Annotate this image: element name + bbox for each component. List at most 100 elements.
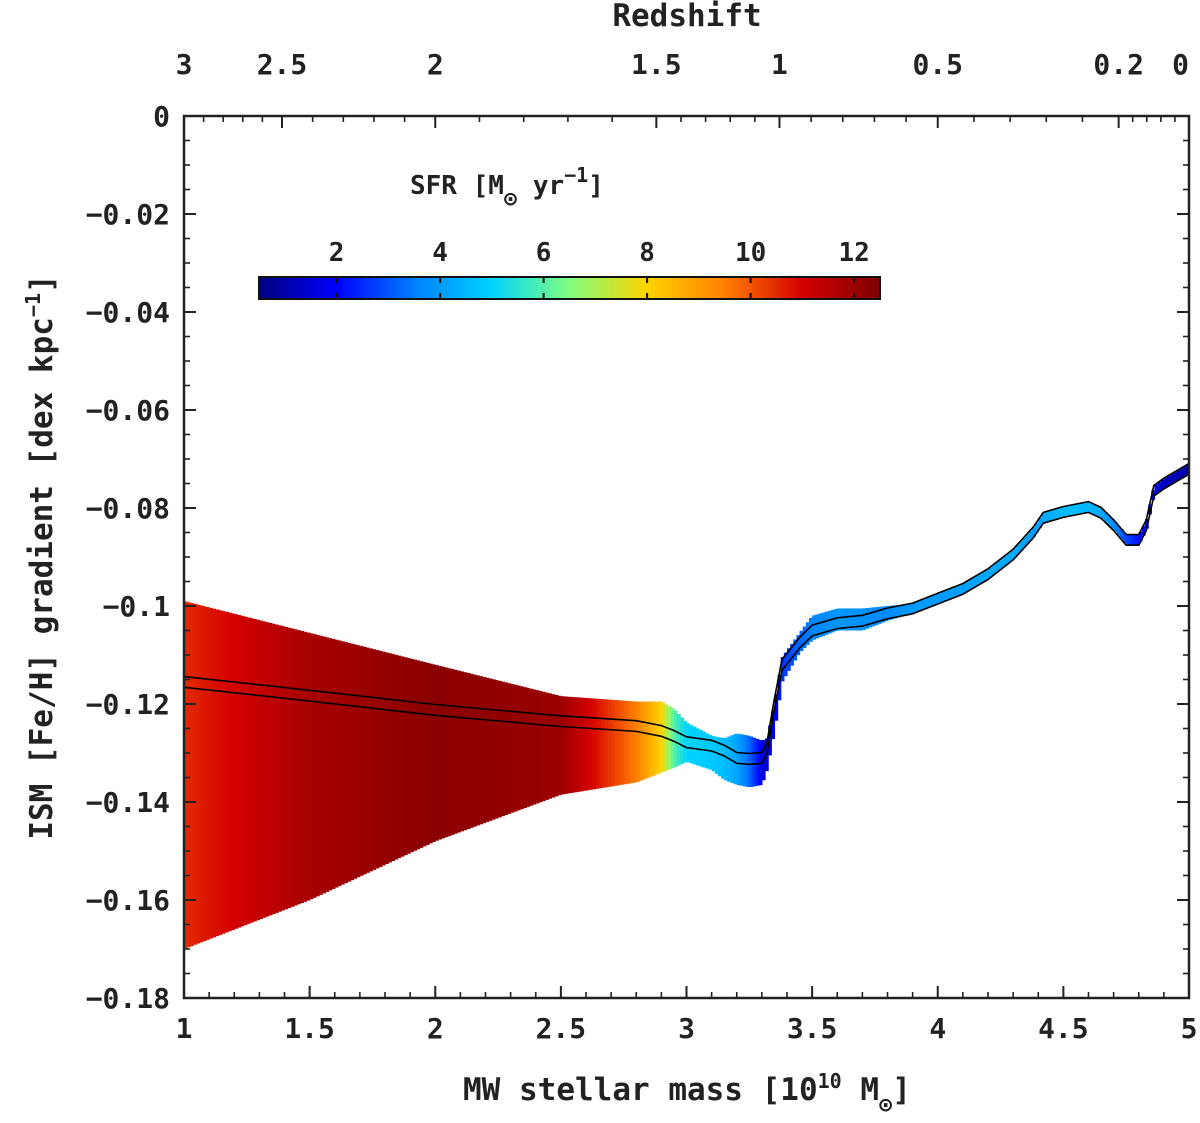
band-segment — [1031, 527, 1036, 537]
band-segment — [356, 645, 361, 878]
band-segment — [1170, 474, 1174, 484]
band-segment — [403, 657, 408, 856]
band-segment — [1132, 534, 1137, 545]
band-segment — [906, 604, 911, 615]
band-segment — [419, 661, 424, 848]
colorbar: SFR [M⊙ yr−1] 2 4 6 8 10 12 — [258, 163, 881, 300]
band-segment — [1079, 503, 1083, 514]
band-segment — [730, 735, 735, 784]
band-segment — [708, 735, 713, 770]
band-segment — [651, 701, 656, 776]
band-segment — [366, 647, 370, 873]
band-segment — [1148, 504, 1152, 515]
band-segment — [950, 588, 955, 599]
band-segment — [922, 599, 926, 610]
band-segment — [209, 607, 213, 939]
band-segment — [721, 737, 725, 779]
band-segment — [878, 606, 882, 624]
band-segment — [994, 563, 999, 573]
band-segment — [548, 693, 553, 799]
band-segment — [463, 672, 468, 831]
y-axis-title: ISM [Fe/H] gradient [dex kpc−1] — [21, 274, 60, 839]
band-segment — [1126, 534, 1130, 545]
band-segment — [240, 615, 245, 927]
band-segment — [221, 611, 226, 934]
band-segment — [1123, 533, 1127, 543]
band-segment — [997, 560, 1002, 571]
band-segment — [1082, 503, 1086, 513]
band-segment — [893, 605, 898, 619]
band-segment — [928, 596, 933, 607]
band-segment — [1141, 525, 1146, 536]
band-segment — [1025, 534, 1030, 544]
band-segment — [607, 699, 612, 787]
y-tick-label: −0.06 — [86, 394, 170, 427]
band-segment — [940, 591, 945, 602]
band-segment — [205, 607, 210, 940]
band-segment — [388, 653, 392, 863]
y-tick-label: −0.08 — [86, 492, 170, 525]
band-segment — [369, 648, 374, 872]
band-segment — [510, 684, 515, 813]
band-segment — [749, 736, 754, 787]
band-segment — [271, 623, 276, 915]
band-segment — [805, 622, 810, 645]
axis-ticks: 1 1.5 2 2.5 3 3.5 4 4.5 5 0 −0.02 −0.04 −0.06 −0.08 −0… — [86, 48, 1198, 1045]
band-segment — [962, 583, 967, 593]
band-segment — [909, 603, 914, 614]
band-segment — [353, 644, 358, 879]
band-segment — [670, 707, 675, 769]
band-segment — [551, 694, 556, 798]
x-tick-label: 2.5 — [536, 1012, 587, 1045]
band-segment — [1091, 504, 1096, 515]
band-segment — [337, 640, 342, 887]
band-segment — [466, 673, 471, 829]
band-segment — [874, 607, 879, 625]
colorbar-tick-label: 8 — [639, 238, 655, 268]
y-tick-label: 0 — [153, 100, 170, 133]
band-segment — [410, 658, 414, 853]
band-segment — [1066, 506, 1071, 516]
band-segment — [724, 737, 728, 781]
y-tick-label: −0.02 — [86, 198, 170, 231]
band-segment — [859, 608, 863, 631]
band-segment — [1060, 507, 1064, 518]
band-segment — [658, 701, 662, 774]
band-segment — [925, 598, 929, 608]
band-segment — [1022, 537, 1027, 548]
band-segment — [787, 648, 791, 671]
band-segment — [476, 675, 480, 826]
band-segment — [799, 630, 804, 652]
band-segment — [1167, 475, 1171, 486]
band-segment — [840, 608, 845, 631]
band-segment — [312, 634, 317, 898]
band-segment — [871, 607, 876, 627]
band-segment — [479, 676, 483, 825]
band-segment — [699, 730, 703, 767]
band-segment — [237, 615, 242, 928]
band-segment — [1163, 477, 1168, 488]
band-segment — [300, 630, 304, 904]
band-segment — [485, 677, 490, 822]
band-segment — [428, 663, 433, 844]
band-segment — [253, 619, 257, 922]
band-segment — [642, 701, 647, 780]
band-segment — [567, 696, 571, 794]
band-segment — [334, 639, 339, 888]
band-segment — [790, 643, 794, 666]
band-segment — [268, 622, 273, 916]
band-segment — [856, 608, 860, 631]
band-segment — [350, 643, 355, 881]
band-segment — [667, 706, 672, 770]
band-segment — [413, 659, 418, 851]
band-segment — [680, 717, 684, 765]
band-segment — [796, 635, 801, 656]
band-segment — [526, 687, 531, 807]
band-segment — [381, 651, 386, 866]
band-segment — [582, 697, 587, 791]
band-segment — [611, 699, 615, 787]
band-segment — [215, 609, 220, 937]
band-segment — [1057, 508, 1061, 519]
band-segment — [1072, 504, 1077, 515]
